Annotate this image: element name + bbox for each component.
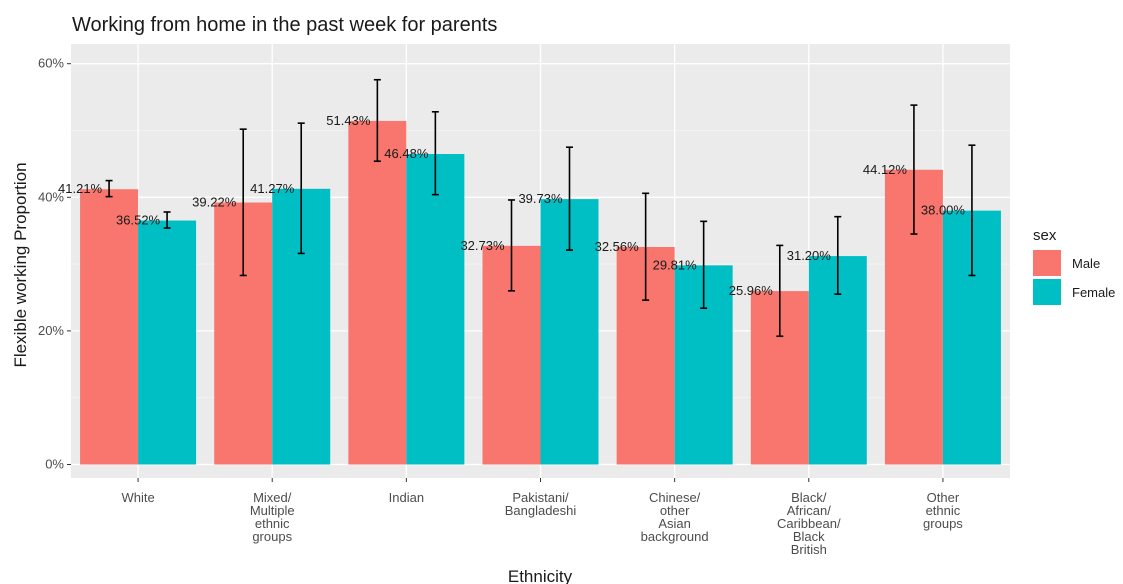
- x-tick-label-line: White: [121, 490, 154, 505]
- data-label-female: 41.27%: [250, 181, 295, 196]
- x-tick-label-line: Multiple: [250, 503, 295, 518]
- y-tick-label: 20%: [38, 323, 64, 338]
- bar-female: [406, 154, 465, 465]
- chart-title: Working from home in the past week for p…: [72, 14, 497, 36]
- x-tick-label-line: other: [660, 503, 690, 518]
- legend-title: sex: [1033, 227, 1057, 244]
- x-tick-label: Chinese/other Asian background: [641, 490, 709, 544]
- data-label-male: 25.96%: [729, 283, 774, 298]
- x-tick-label-line: ethnic: [926, 503, 961, 518]
- legend-label-female: Female: [1072, 285, 1115, 300]
- x-tick-label-line: African/: [787, 503, 831, 518]
- x-tick-label-line: Asian: [658, 516, 691, 531]
- data-label-male: 44.12%: [863, 162, 908, 177]
- data-label-male: 32.56%: [595, 239, 640, 254]
- x-tick-label-line: Black: [793, 529, 825, 544]
- data-label-female: 29.81%: [653, 257, 698, 272]
- x-tick-label-line: groups: [252, 529, 292, 544]
- x-tick-label-line: Pakistani/: [512, 490, 569, 505]
- bar-male: [80, 189, 139, 465]
- x-tick-label: Mixed/Multiple ethnic groups: [250, 490, 295, 544]
- data-label-female: 31.20%: [787, 248, 832, 263]
- data-label-female: 36.52%: [116, 213, 161, 228]
- x-axis-title: Ethnicity: [508, 567, 573, 584]
- bar-male: [348, 120, 407, 465]
- x-tick-label-line: British: [791, 542, 827, 557]
- x-tick-label-line: Bangladeshi: [505, 503, 577, 518]
- x-tick-label: Pakistani/Bangladeshi: [505, 490, 577, 518]
- legend: sex Male Female: [1033, 227, 1115, 305]
- x-tick-label-line: Mixed/: [253, 490, 292, 505]
- x-tick-label-line: Other: [927, 490, 960, 505]
- data-label-male: 41.21%: [58, 181, 103, 196]
- x-tick-label: Indian: [389, 490, 424, 505]
- data-label-female: 46.48%: [384, 146, 429, 161]
- x-tick-label-line: Black/: [791, 490, 827, 505]
- y-axis-title: Flexible working Proportion: [11, 162, 30, 367]
- y-tick-label: 60%: [38, 56, 64, 71]
- data-label-female: 38.00%: [921, 203, 966, 218]
- y-tick-label: 40%: [38, 189, 64, 204]
- x-tick-label-line: Caribbean/: [777, 516, 841, 531]
- x-tick-label-line: groups: [923, 516, 963, 531]
- x-tick-label-line: Chinese/: [649, 490, 701, 505]
- x-tick-label-line: ethnic: [255, 516, 290, 531]
- data-label-male: 39.22%: [192, 195, 237, 210]
- legend-label-male: Male: [1072, 256, 1100, 271]
- bar-female: [138, 220, 197, 465]
- error-bars: [105, 78, 976, 338]
- legend-key-male: [1033, 250, 1061, 276]
- data-label-female: 39.73%: [518, 191, 563, 206]
- x-tick-label-line: background: [641, 529, 709, 544]
- data-label-male: 51.43%: [326, 113, 371, 128]
- x-tick-label-line: Indian: [389, 490, 424, 505]
- x-tick-label: White: [121, 490, 154, 505]
- x-tick-label: Other ethnic groups: [923, 490, 963, 531]
- legend-key-female: [1033, 279, 1061, 305]
- bars: [80, 120, 1001, 465]
- x-tick-label: Black/African/Caribbean/Black British: [777, 490, 841, 557]
- data-label-male: 32.73%: [460, 238, 505, 253]
- y-tick-label: 0%: [45, 457, 64, 472]
- data-labels: 41.21% 36.52% 39.22% 41.27% 51.43% 46.48% 32.7…: [58, 113, 965, 298]
- y-axis-ticks: 0% 20% 40% 60%: [38, 56, 71, 472]
